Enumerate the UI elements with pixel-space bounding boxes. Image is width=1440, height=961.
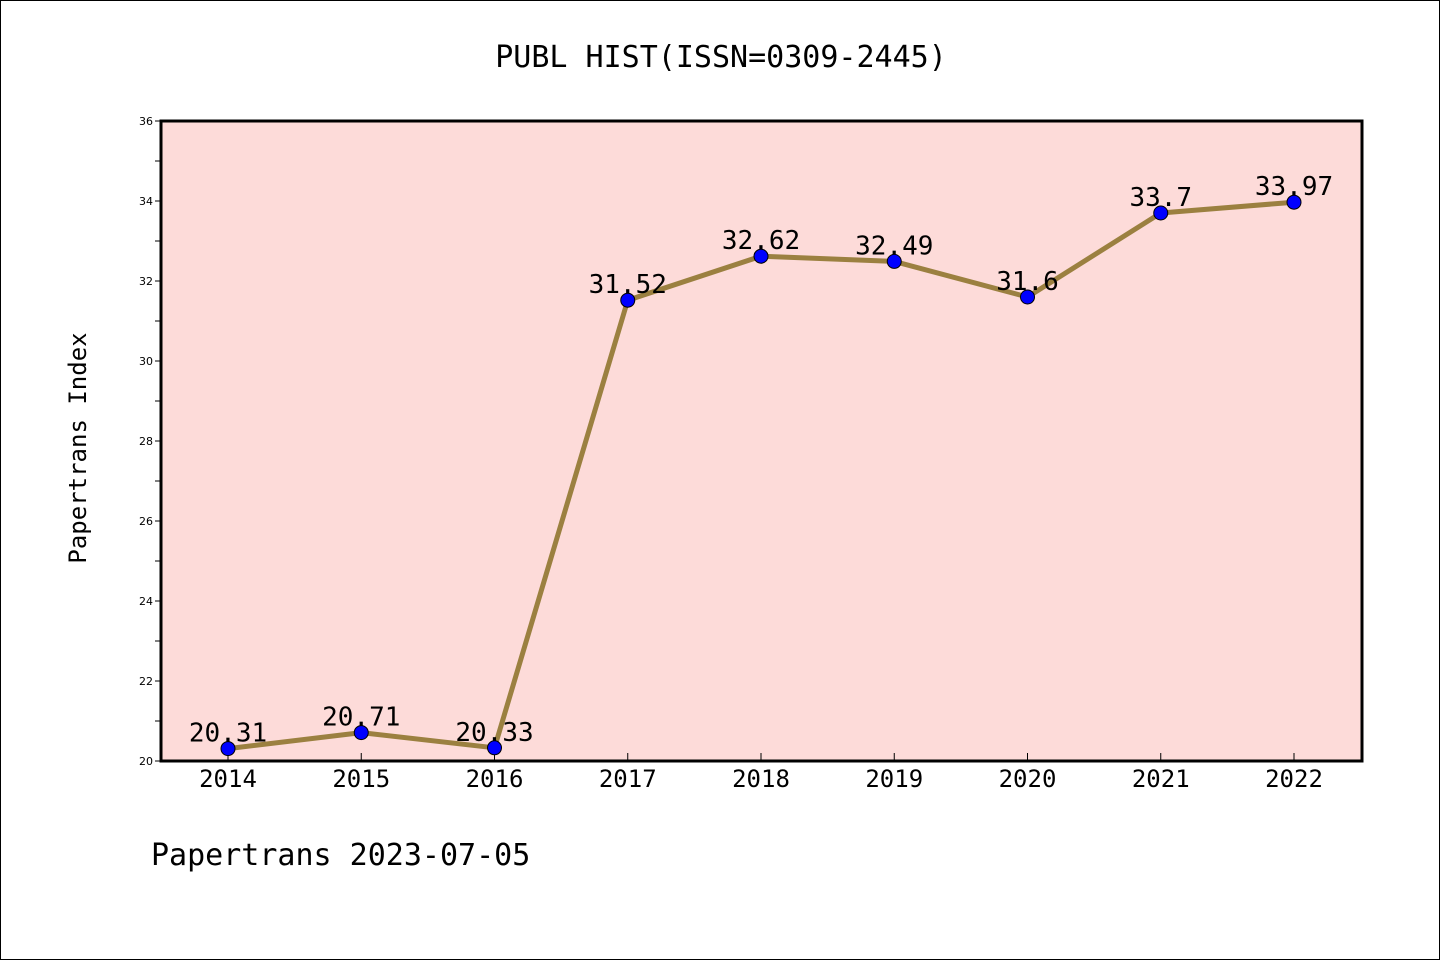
data-point xyxy=(1153,205,1169,221)
data-point xyxy=(1020,289,1035,305)
y-axis-ticks: 20 22 24 26 28 30 32 34 36 xyxy=(139,115,161,768)
data-point xyxy=(487,740,502,756)
x-tick-label: 2018 xyxy=(732,765,790,793)
data-point xyxy=(886,253,902,269)
data-markers xyxy=(220,194,1302,757)
data-label: 33.97 xyxy=(1255,172,1333,202)
data-label: 32.62 xyxy=(722,226,800,256)
y-tick-label: 32 xyxy=(139,275,153,288)
x-tick-label: 2020 xyxy=(999,765,1057,793)
y-tick-label: 30 xyxy=(139,355,153,368)
y-tick-label: 34 xyxy=(139,195,153,208)
y-tick-label: 28 xyxy=(139,435,153,448)
x-tick-label: 2019 xyxy=(865,765,923,793)
chart-title: PUBL HIST(ISSN=0309-2445) xyxy=(495,40,947,75)
x-tick-label: 2014 xyxy=(199,765,257,793)
y-tick-label: 24 xyxy=(139,595,153,608)
plot-frame xyxy=(159,119,1364,763)
data-labels: 20.31 20.71 20.33 31.52 32.62 32.49 31.6 33.7 33… xyxy=(189,172,1333,748)
data-label: 33.7 xyxy=(1129,183,1192,213)
data-point xyxy=(620,292,636,308)
data-label: 31.52 xyxy=(589,270,667,300)
x-tick-label: 2021 xyxy=(1132,765,1190,793)
y-axis-label: Papertrans Index xyxy=(64,332,92,563)
x-axis-ticks: 2014 2015 2016 2017 2018 2019 2020 2021 2022 xyxy=(199,753,1323,793)
data-point xyxy=(220,741,236,757)
y-tick-label: 26 xyxy=(139,515,153,528)
data-label: 20.33 xyxy=(455,718,533,748)
data-point xyxy=(753,248,769,264)
x-tick-label: 2022 xyxy=(1265,765,1323,793)
x-tick-label: 2016 xyxy=(466,765,524,793)
footer-credit: Papertrans 2023-07-05 xyxy=(151,838,530,873)
y-tick-label: 20 xyxy=(139,755,153,768)
data-label: 20.71 xyxy=(322,703,400,733)
data-label: 31.6 xyxy=(996,267,1059,297)
data-label: 20.31 xyxy=(189,719,267,749)
data-point xyxy=(353,725,369,741)
y-tick-label: 36 xyxy=(139,115,153,128)
y-tick-label: 22 xyxy=(139,675,153,688)
plot-area xyxy=(161,121,1362,761)
x-tick-label: 2017 xyxy=(599,765,657,793)
data-point xyxy=(1286,194,1302,210)
x-tick-label: 2015 xyxy=(332,765,390,793)
data-label: 32.49 xyxy=(855,231,933,261)
